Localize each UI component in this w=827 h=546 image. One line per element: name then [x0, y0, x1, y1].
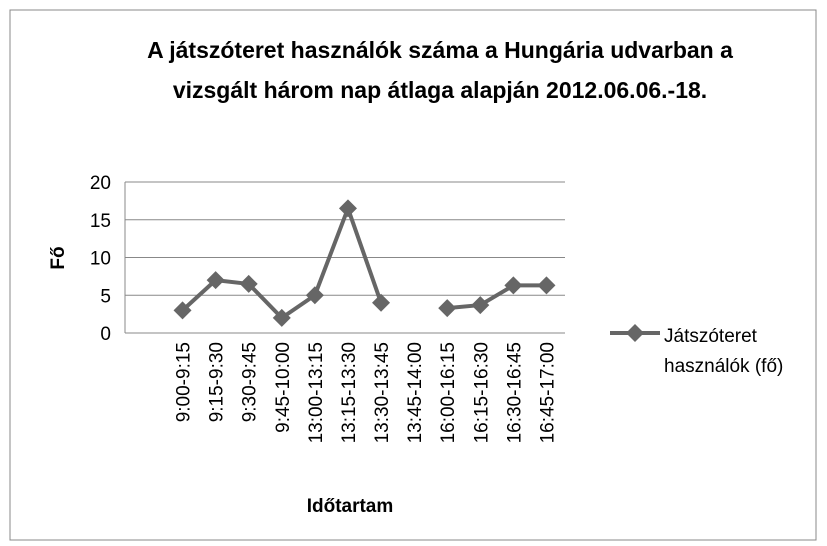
x-tick-label: 9:15-9:30 — [207, 342, 228, 422]
x-tick-label: 9:45-10:00 — [273, 342, 294, 433]
x-tick-label: 9:30-9:45 — [240, 342, 261, 422]
data-marker — [206, 271, 225, 290]
y-axis-title: Fő — [48, 246, 69, 269]
legend-marker — [626, 324, 644, 342]
data-marker — [305, 286, 324, 305]
x-tick-label: 13:00-13:15 — [306, 342, 327, 443]
x-tick-label: 9:00-9:15 — [174, 342, 195, 422]
y-tick-label: 0 — [100, 324, 111, 345]
x-tick-label: 16:15-16:30 — [471, 342, 492, 443]
series-line — [181, 206, 383, 320]
chart-border — [9, 9, 817, 541]
data-marker — [239, 274, 258, 293]
x-tick-label: 16:45-17:00 — [537, 342, 558, 443]
data-marker — [504, 276, 523, 295]
x-axis-title: Időtartam — [307, 496, 394, 517]
x-tick-label: 16:30-16:45 — [504, 342, 525, 443]
series-line — [447, 283, 547, 311]
data-marker — [173, 301, 192, 320]
y-tick-label: 5 — [100, 286, 111, 307]
chart-title: A játszóteret használók száma a Hungária… — [147, 37, 733, 103]
x-tick-label: 13:15-13:30 — [339, 342, 360, 443]
data-marker — [471, 296, 490, 315]
y-tick-label: 20 — [90, 173, 111, 194]
x-tick-label: 13:30-13:45 — [372, 342, 393, 443]
y-tick-label: 15 — [90, 211, 111, 232]
data-marker — [272, 308, 291, 327]
x-tick-label: 16:00-16:15 — [438, 342, 459, 443]
data-marker — [338, 199, 357, 218]
data-marker — [372, 293, 391, 312]
legend-label: Játszóteret használók (fő) — [664, 326, 784, 377]
x-tick-label: 13:45-14:00 — [405, 342, 426, 443]
data-marker — [438, 299, 457, 318]
y-tick-label: 10 — [90, 249, 111, 270]
data-marker — [537, 276, 556, 295]
